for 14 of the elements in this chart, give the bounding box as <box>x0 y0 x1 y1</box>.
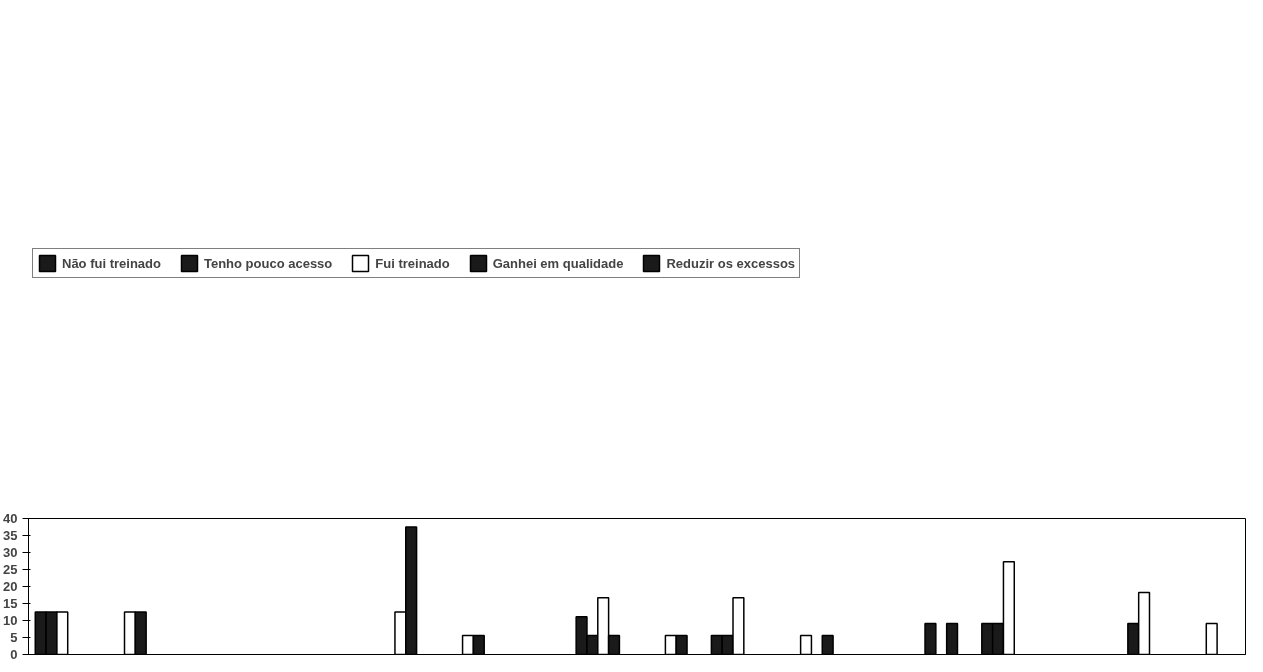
y-tick-label: 15 <box>3 596 18 611</box>
legend-label: Tenho pouco acesso <box>203 255 333 271</box>
legend-label: Ganhei em qualidade <box>492 255 624 271</box>
legend-label: Reduzir os excessos <box>666 255 796 271</box>
y-tick-label: 35 <box>3 528 18 543</box>
y-tick-label: 0 <box>10 647 18 662</box>
y-tick-label: 10 <box>3 613 18 628</box>
y-tick-label: 5 <box>10 630 18 645</box>
y-tick-label: 20 <box>3 579 18 594</box>
legend-label: Não fui treinado <box>62 255 161 271</box>
y-tick-label: 30 <box>3 545 18 560</box>
y-tick-label: 40 <box>3 511 18 526</box>
y-tick-label: 25 <box>3 562 18 577</box>
legend-label: Fui treinado <box>375 255 450 271</box>
